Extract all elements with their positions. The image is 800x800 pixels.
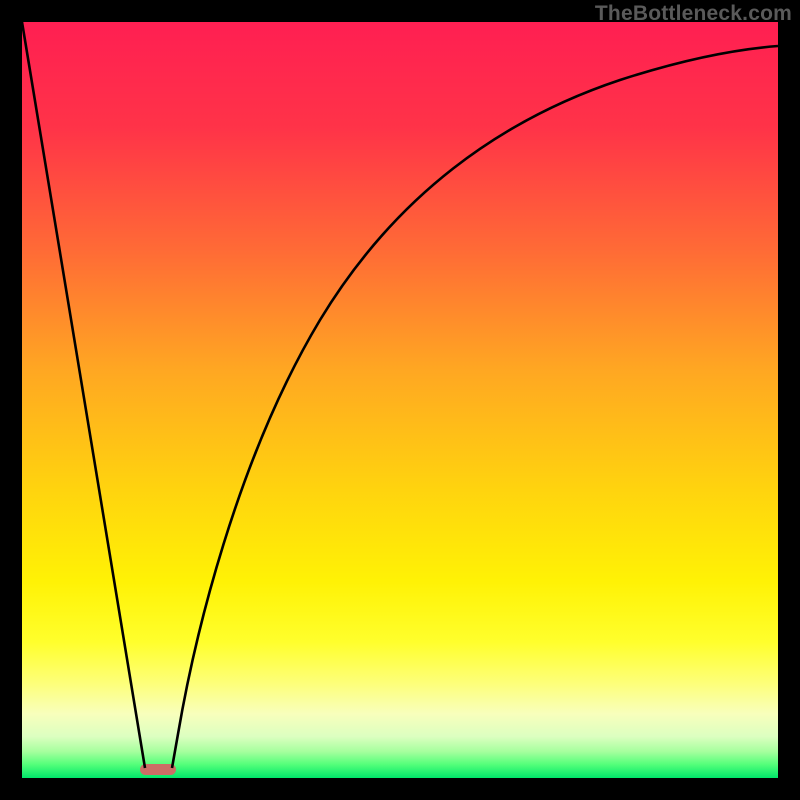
chart-svg bbox=[0, 0, 800, 800]
bottleneck-chart: TheBottleneck.com bbox=[0, 0, 800, 800]
plot-area bbox=[22, 22, 778, 778]
watermark-text: TheBottleneck.com bbox=[595, 2, 792, 26]
